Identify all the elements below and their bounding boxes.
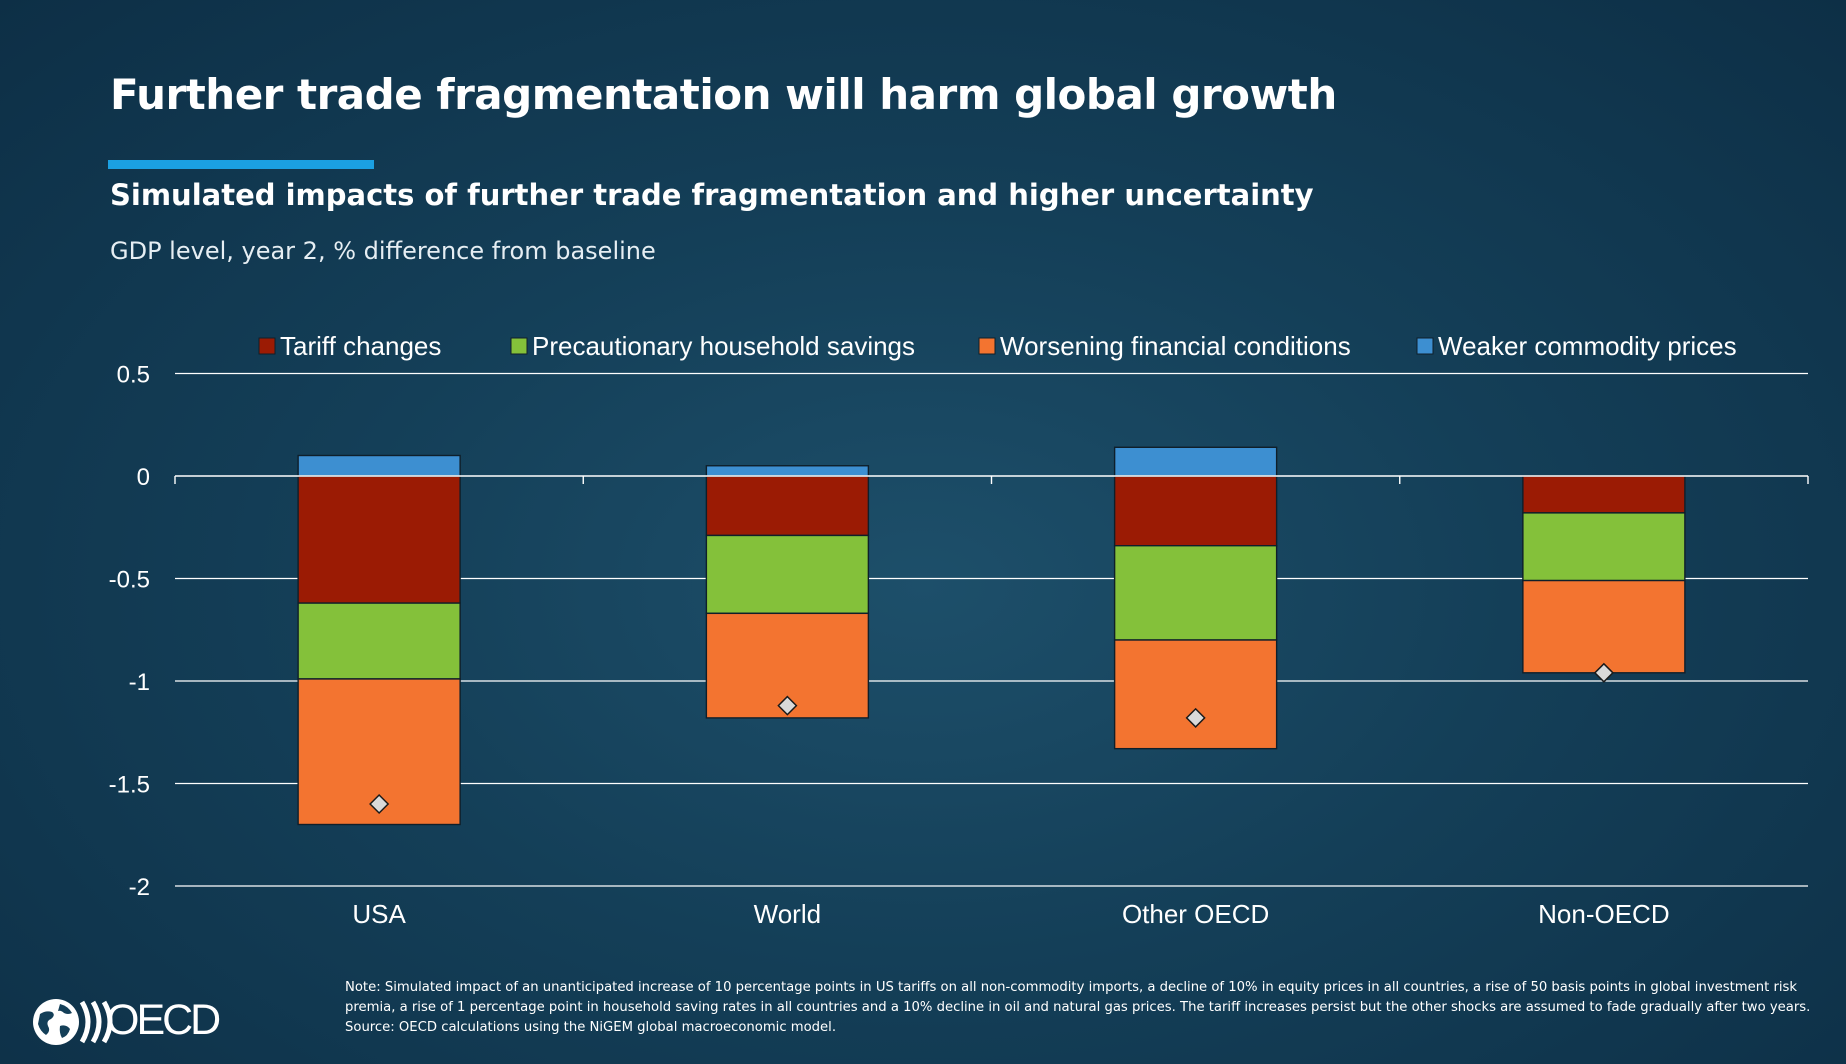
total-markers [369, 662, 1614, 815]
y-tick-label: 0.5 [117, 362, 150, 389]
zero-axis [174, 475, 1809, 484]
x-category-labels: USA World Other OECD Non-OECD [352, 899, 1669, 929]
chart-units-label: GDP level, year 2, % difference from bas… [110, 237, 656, 265]
bar-segment [1113, 446, 1278, 477]
legend-item[interactable]: Weaker commodity prices [1416, 331, 1737, 361]
bar-segment [1522, 512, 1686, 582]
bar-segment [297, 475, 461, 604]
legend-item[interactable]: Worsening financial conditions [978, 331, 1351, 361]
bar-segment [1113, 545, 1278, 641]
y-tick-label: -1 [129, 669, 150, 696]
legend-swatch [978, 337, 996, 355]
bar-segment [1522, 579, 1686, 674]
x-category-label: World [754, 899, 821, 929]
footnote-line: Note: Simulated impact of an unanticipat… [345, 980, 1798, 995]
x-category-label: USA [352, 899, 406, 929]
legend-swatch [258, 337, 276, 355]
total-marker [1593, 662, 1614, 683]
y-tick-label: 0 [137, 464, 150, 491]
x-category-label: Non-OECD [1538, 899, 1669, 929]
bar-segment [1113, 475, 1278, 547]
y-tick-labels: 0.5 0 -0.5 -1 -1.5 -2 [109, 362, 150, 902]
bar-segment [297, 602, 461, 680]
legend-label: Precautionary household savings [532, 331, 915, 361]
legend-label: Tariff changes [280, 331, 441, 361]
total-marker [369, 793, 390, 815]
oecd-globe-logo-icon [33, 999, 113, 1045]
legend-label: Worsening financial conditions [1000, 331, 1351, 361]
chart-subtitle: Simulated impacts of further trade fragm… [110, 178, 1314, 212]
oecd-logo-text: OECD [106, 996, 221, 1044]
legend-swatch [1416, 337, 1434, 355]
title-accent-rule [108, 160, 374, 169]
y-tick-label: -1.5 [109, 772, 150, 799]
bar-segment [705, 475, 870, 537]
x-category-label: Other OECD [1122, 899, 1269, 929]
footnote-line: premia, a rise of 1 percentage point in … [345, 1000, 1811, 1015]
legend-label: Weaker commodity prices [1438, 331, 1737, 361]
chart-title: Further trade fragmentation will harm gl… [110, 70, 1337, 119]
chart-legend[interactable]: Tariff changes Precautionary household sa… [258, 331, 1737, 361]
y-tick-label: -0.5 [109, 567, 150, 594]
total-marker [777, 695, 798, 716]
legend-item[interactable]: Tariff changes [258, 331, 441, 361]
bar-segment [297, 454, 461, 477]
footnote-source: Source: OECD calculations using the NiGE… [345, 1020, 837, 1035]
bar-segments [297, 446, 1686, 826]
chart-footnote: Note: Simulated impact of an unanticipat… [345, 978, 1811, 1038]
bar-segment [705, 534, 870, 615]
legend-swatch [510, 337, 528, 355]
total-marker [1185, 707, 1206, 728]
bar-segment [1522, 475, 1686, 514]
legend-item[interactable]: Precautionary household savings [510, 331, 915, 361]
bar-segment [1113, 639, 1278, 750]
y-tick-label: -2 [129, 874, 150, 901]
stacked-bar-chart: 0.5 0 -0.5 -1 -1.5 -2 USA World Other OECD Non-O… [109, 331, 1809, 929]
bar-segment [705, 465, 870, 477]
